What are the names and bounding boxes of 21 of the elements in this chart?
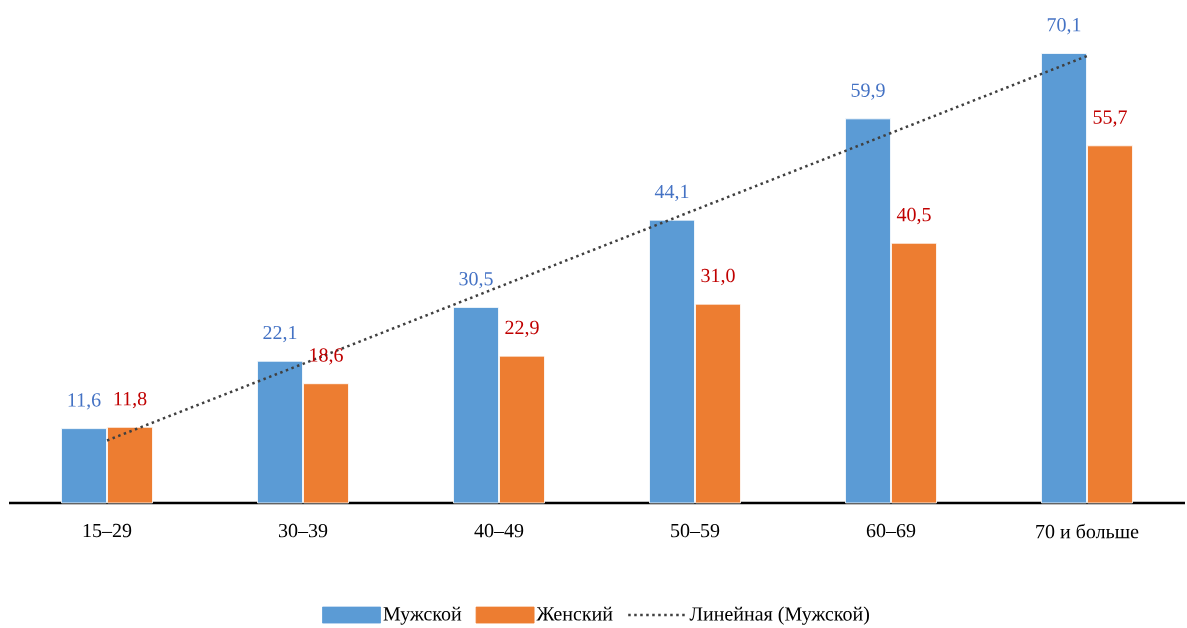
data-label: 40,5: [896, 207, 931, 225]
x-tick-label: 70 и больше: [1036, 523, 1139, 539]
x-tick-label: 30–39: [278, 523, 328, 538]
x-tick-label: 50–59: [671, 523, 720, 538]
legend-label: Мужской: [383, 606, 462, 625]
data-label: 31,0: [701, 268, 735, 286]
legend-label: Линейная (Мужской): [689, 606, 870, 625]
data-label: 55,7: [1093, 110, 1127, 127]
data-label: 22,9: [505, 320, 539, 338]
data-label: 11,8: [114, 391, 147, 409]
data-label: 44,1: [654, 184, 689, 202]
x-tick-label: 40–49: [474, 523, 524, 538]
x-tick-label: 15–29: [83, 523, 132, 538]
data-label: 18,6: [310, 348, 343, 365]
data-label: 70,1: [1047, 18, 1081, 35]
x-tick-label: 60–69: [866, 523, 916, 538]
data-label: 59,9: [851, 83, 885, 100]
data-label: 22,1: [263, 325, 297, 343]
legend-label: Женский: [536, 606, 613, 621]
data-label: 11,6: [68, 393, 101, 410]
data-label: 30,5: [459, 271, 493, 289]
